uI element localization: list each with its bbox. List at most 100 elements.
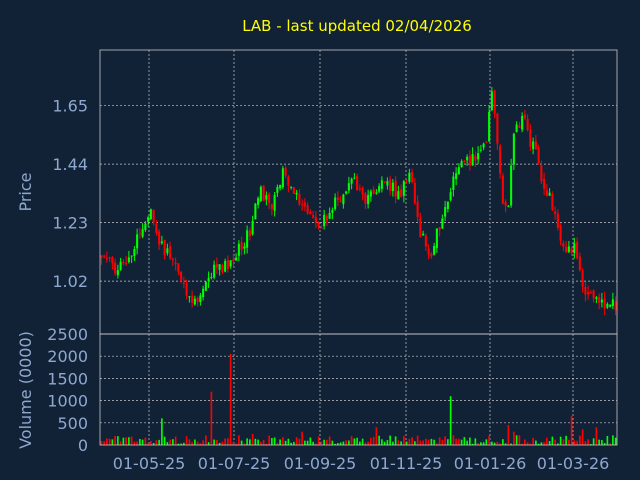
- price-candle-body: [526, 118, 529, 131]
- volume-bar: [529, 443, 532, 445]
- volume-bar: [598, 439, 600, 445]
- volume-bar: [268, 435, 270, 445]
- volume-bar: [430, 438, 433, 445]
- volume-bar: [139, 438, 141, 445]
- price-candle-body: [207, 277, 210, 282]
- price-candle-body: [427, 248, 430, 255]
- price-candle-body: [490, 91, 493, 111]
- price-candle-body: [394, 180, 397, 197]
- price-candle-body: [347, 183, 350, 191]
- price-candle-body: [265, 195, 268, 200]
- volume-bar: [526, 442, 529, 445]
- price-candle-body: [471, 154, 474, 166]
- volume-bar: [559, 436, 562, 445]
- price-candle-body: [504, 201, 507, 206]
- volume-bar: [543, 442, 545, 445]
- volume-bar: [455, 438, 457, 445]
- price-candle-body: [279, 184, 282, 189]
- volume-bar: [348, 440, 350, 445]
- volume-bar: [122, 437, 125, 445]
- price-axis-label: Price: [16, 172, 35, 211]
- price-candle-body: [598, 296, 601, 303]
- volume-bar: [397, 440, 400, 445]
- volume-bar: [378, 435, 380, 445]
- price-candle-body: [422, 233, 425, 236]
- volume-bar: [183, 442, 185, 445]
- volume-bar: [323, 439, 325, 445]
- volume-bar: [191, 442, 193, 445]
- price-candle-body: [273, 195, 276, 211]
- volume-panel: 0 500 1000 1500 2000 2500 Volume (0000): [16, 325, 618, 455]
- price-candle-body: [218, 264, 221, 270]
- price-candle-body: [325, 216, 328, 222]
- volume-bar: [612, 435, 614, 445]
- price-candle-body: [331, 210, 334, 213]
- volume-bar: [356, 437, 358, 445]
- volume-bar: [229, 353, 232, 445]
- price-candle-body: [479, 149, 482, 151]
- volume-bar: [246, 438, 248, 445]
- price-candle-body: [141, 229, 144, 237]
- price-candle-body: [306, 205, 309, 214]
- price-candle-body: [339, 201, 342, 203]
- price-candle-body: [281, 168, 284, 188]
- volume-bar: [458, 438, 460, 445]
- price-candle-body: [196, 297, 199, 303]
- volume-bar: [177, 443, 180, 445]
- price-candle-body: [369, 191, 372, 197]
- volume-bar: [609, 443, 611, 445]
- volume-bar: [221, 441, 224, 445]
- volume-bar: [144, 437, 147, 445]
- volume-bar: [185, 436, 188, 445]
- price-candle-body: [570, 248, 573, 253]
- volume-bar: [304, 440, 306, 445]
- volume-bar: [350, 436, 353, 445]
- volume-bar: [108, 438, 111, 445]
- chart-title: LAB - last updated 02/04/2026: [242, 17, 472, 35]
- x-tick-label: 01-07-25: [198, 454, 271, 473]
- volume-bar: [353, 438, 356, 445]
- volume-bar: [205, 435, 207, 445]
- price-candle-body: [215, 263, 218, 268]
- price-candle-body: [518, 125, 521, 128]
- price-candle-body: [328, 212, 331, 219]
- volume-bar: [414, 441, 416, 445]
- price-candle-body: [221, 265, 224, 273]
- volume-bar: [155, 440, 158, 445]
- volume-bar: [551, 436, 554, 445]
- x-tick-label: 01-11-25: [370, 454, 443, 473]
- price-candle-body: [287, 176, 290, 186]
- price-candle-body: [455, 173, 458, 180]
- volume-bar: [518, 435, 521, 445]
- price-candle-body: [303, 202, 306, 207]
- price-candle-body: [411, 172, 414, 183]
- volume-bar: [243, 443, 246, 445]
- volume-bar: [576, 440, 578, 445]
- price-candle-body: [562, 243, 565, 247]
- price-candles: [100, 87, 617, 316]
- price-candle-body: [364, 193, 367, 204]
- volume-bar: [251, 433, 254, 445]
- price-candle-body: [171, 259, 174, 261]
- volume-bar: [606, 435, 609, 445]
- price-candle-body: [284, 167, 287, 176]
- volume-y-tick-label: 0: [78, 436, 88, 455]
- price-candle-body: [416, 201, 419, 217]
- price-candle-body: [482, 143, 485, 148]
- volume-bar: [537, 443, 540, 445]
- volume-bar: [364, 442, 367, 445]
- volume-bar: [106, 438, 108, 445]
- volume-bar: [383, 441, 386, 445]
- volume-bar: [130, 436, 133, 445]
- price-candle-body: [105, 257, 108, 260]
- volume-bar: [493, 442, 496, 445]
- price-candle-body: [290, 186, 293, 188]
- volume-bar: [425, 438, 427, 445]
- volume-bar: [213, 439, 215, 445]
- volume-bar: [381, 439, 383, 445]
- price-panel-frame: [99, 49, 618, 335]
- volume-bar: [207, 442, 210, 445]
- volume-bar: [592, 438, 595, 445]
- price-candle-body: [460, 161, 463, 168]
- price-candle-body: [389, 179, 392, 191]
